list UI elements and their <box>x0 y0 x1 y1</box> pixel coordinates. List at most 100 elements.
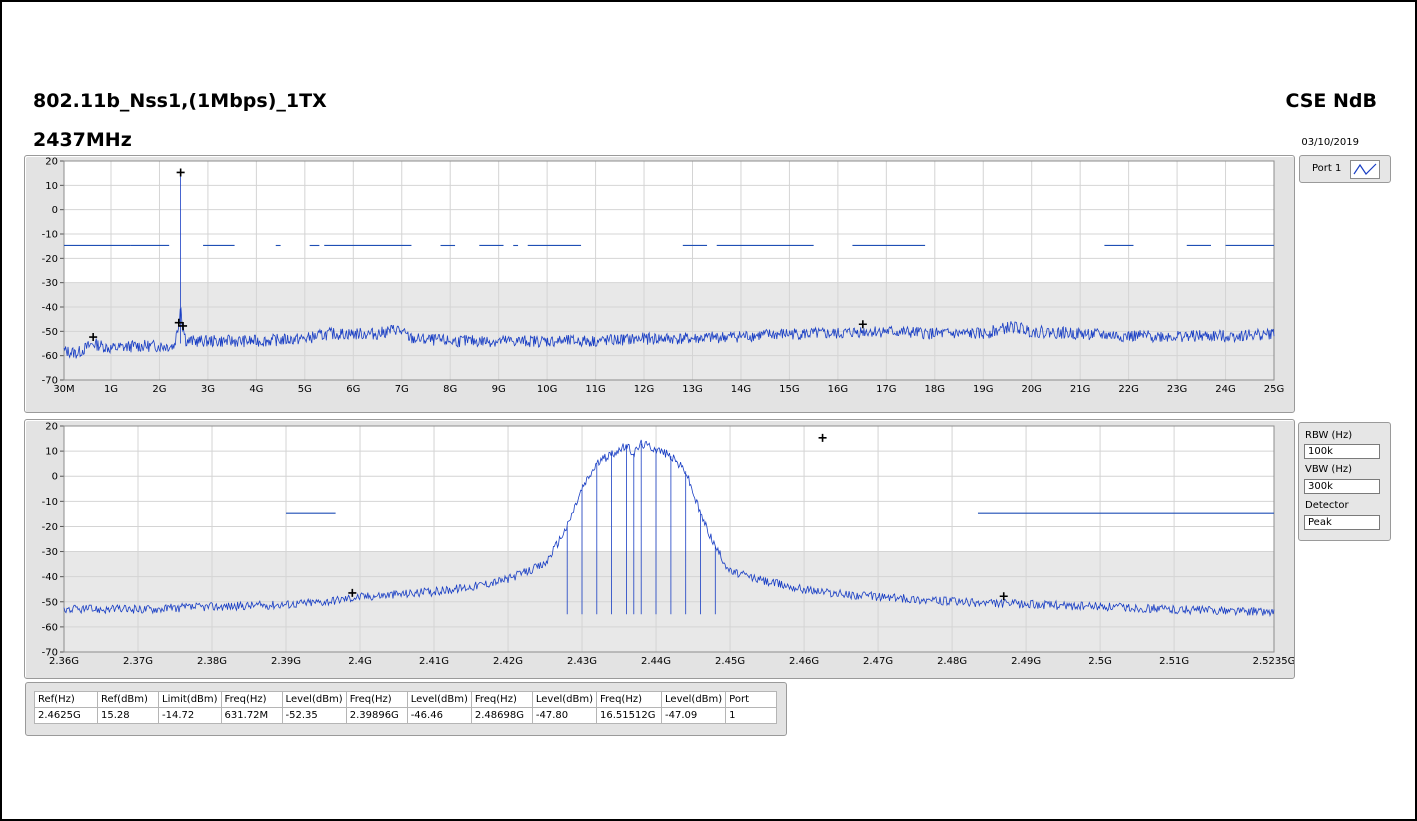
spectrum-trace <box>63 439 1275 618</box>
y-tick-label: 0 <box>52 205 58 216</box>
x-tick-label: 14G <box>731 384 751 395</box>
table-header-cell: Ref(dBm) <box>97 691 159 708</box>
page-title: 802.11b_Nss1,(1Mbps)_1TX <box>33 90 327 112</box>
table-cell: -52.35 <box>281 707 347 724</box>
x-tick-label: 9G <box>492 384 506 395</box>
x-tick-label: 2.47G <box>863 656 893 667</box>
y-tick-label: 0 <box>52 472 58 483</box>
wideband-spectrum-chart: 30M 1G 2G 3G 4G 5G 6G 7G 8G 9G 10G 11G 12G 13G 14G 15G 1… <box>42 157 1285 396</box>
x-tick-label: 12G <box>634 384 654 395</box>
results-panel: Ref(Hz) Ref(dBm) Limit(dBm) Freq(Hz) Lev… <box>25 682 787 736</box>
x-tick-label: 8G <box>443 384 457 395</box>
trace-legend[interactable]: Port 1 <box>1299 155 1391 183</box>
x-tick-label: 23G <box>1167 384 1187 395</box>
x-tick-label: 25G <box>1264 384 1284 395</box>
table-header-cell: Freq(Hz) <box>470 691 533 708</box>
frequency-title: 2437MHz <box>33 129 132 151</box>
x-tick-label: 1G <box>104 384 118 395</box>
brand-label: CSE NdB <box>1285 90 1377 112</box>
table-cell: 2.4625G <box>34 707 98 724</box>
y-tick-label: -10 <box>42 497 58 508</box>
table-cell: -46.46 <box>406 707 472 724</box>
x-tick-label: 2.41G <box>419 656 449 667</box>
x-tick-label: 2.45G <box>715 656 745 667</box>
y-tick-label: -20 <box>42 254 58 265</box>
trace-line-icon <box>1350 160 1380 179</box>
y-tick-label: -60 <box>42 351 58 362</box>
table-header-cell: Ref(Hz) <box>34 691 98 708</box>
y-tick-label: -70 <box>42 648 58 659</box>
x-tick-label: 7G <box>395 384 409 395</box>
table-header-cell: Freq(Hz) <box>596 691 663 708</box>
peak-marker <box>348 588 357 597</box>
peak-marker <box>858 320 867 329</box>
rbw-label: RBW (Hz) <box>1305 430 1353 441</box>
y-tick-label: 20 <box>45 422 58 433</box>
rbw-field[interactable]: 100k <box>1304 444 1380 459</box>
table-header-cell: Level(dBm) <box>406 691 472 708</box>
peak-marker <box>89 333 98 342</box>
y-tick-label: -40 <box>42 572 58 583</box>
x-tick-label: 2.48G <box>937 656 967 667</box>
x-tick-label: 16G <box>828 384 848 395</box>
x-tick-label: 24G <box>1215 384 1235 395</box>
x-tick-label: 2.5G <box>1088 656 1112 667</box>
x-tick-label: 15G <box>779 384 799 395</box>
table-header-cell: Level(dBm) <box>661 691 727 708</box>
table-cell: 16.51512G <box>596 707 663 724</box>
x-tick-label: 5G <box>298 384 312 395</box>
x-tick-label: 10G <box>537 384 557 395</box>
x-tick-label: 2.5235G <box>1253 656 1294 667</box>
y-tick-label: -60 <box>42 622 58 633</box>
x-tick-label: 2.39G <box>271 656 301 667</box>
legend-label: Port 1 <box>1312 163 1342 174</box>
y-tick-label: 20 <box>45 157 58 168</box>
y-tick-label: -40 <box>42 303 58 314</box>
x-tick-label: 4G <box>249 384 263 395</box>
table-cell: 2.48698G <box>470 707 533 724</box>
y-tick-label: -10 <box>42 230 58 241</box>
x-tick-label: 2.38G <box>197 656 227 667</box>
plot-border <box>63 160 1275 381</box>
x-tick-label: 2.49G <box>1011 656 1041 667</box>
x-tick-label: 20G <box>1021 384 1041 395</box>
x-tick-label: 2.42G <box>493 656 523 667</box>
x-tick-label: 2.44G <box>641 656 671 667</box>
x-tick-label: 30M <box>53 384 74 395</box>
table-cell: 1 <box>725 707 778 724</box>
y-tick-label: -50 <box>42 597 58 608</box>
detector-label: Detector <box>1305 500 1349 511</box>
x-tick-label: 17G <box>876 384 896 395</box>
x-tick-label: 2.46G <box>789 656 819 667</box>
zoom-chart-panel: 2.36G 2.37G 2.38G 2.39G 2.4G 2.41G 2.42G 2.43G 2… <box>24 419 1295 679</box>
detector-field[interactable]: Peak <box>1304 515 1380 530</box>
zoom-spectrum-chart: 2.36G 2.37G 2.38G 2.39G 2.4G 2.41G 2.42G 2.43G 2… <box>42 422 1296 668</box>
x-tick-label: 2.37G <box>123 656 153 667</box>
table-header-cell: Port <box>725 691 778 708</box>
y-tick-label: -30 <box>42 547 58 558</box>
table-cell: 631.72M <box>220 707 283 724</box>
y-tick-label: 10 <box>45 447 58 458</box>
y-tick-label: -50 <box>42 327 58 338</box>
peak-marker <box>818 433 827 442</box>
x-tick-label: 18G <box>925 384 945 395</box>
spectrum-trace <box>63 172 1275 359</box>
peak-marker <box>999 592 1008 601</box>
plot-border <box>63 425 1275 653</box>
table-cell: -14.72 <box>158 707 222 724</box>
table-cell: -47.80 <box>531 707 598 724</box>
date-label: 03/10/2019 <box>1301 137 1359 148</box>
vbw-field[interactable]: 300k <box>1304 479 1380 494</box>
y-tick-label: -20 <box>42 522 58 533</box>
table-row: 2.4625G 15.28 -14.72 631.72M -52.35 2.39… <box>34 707 778 724</box>
x-tick-label: 11G <box>585 384 605 395</box>
x-tick-label: 2.4G <box>348 656 372 667</box>
table-header-cell: Limit(dBm) <box>158 691 222 708</box>
wideband-chart-panel: 30M 1G 2G 3G 4G 5G 6G 7G 8G 9G 10G 11G 12G 13G 14G 15G 1… <box>24 155 1295 413</box>
vbw-label: VBW (Hz) <box>1305 464 1352 475</box>
x-tick-label: 3G <box>201 384 215 395</box>
x-tick-label: 22G <box>1118 384 1138 395</box>
table-header-cell: Level(dBm) <box>281 691 347 708</box>
table-cell: 2.39896G <box>345 707 408 724</box>
